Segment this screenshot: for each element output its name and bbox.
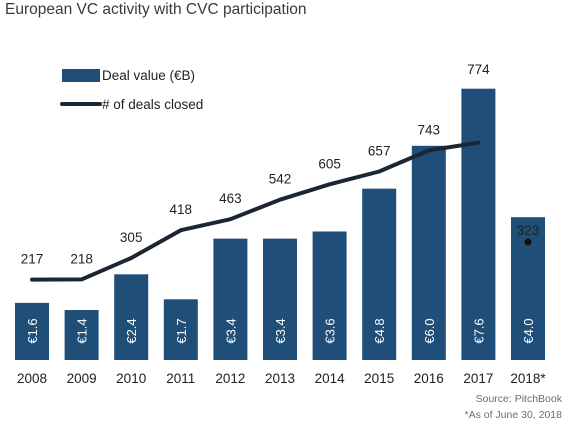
deal-count-label: 605: [318, 156, 341, 171]
line-series: 217 218 305 418 463 542 605 657 743 774 323: [21, 62, 540, 282]
deal-count-label: 323: [517, 223, 540, 238]
category-label: 2018*: [510, 371, 546, 386]
footnote: *As of June 30, 2018: [465, 409, 563, 421]
bar-2017: [461, 88, 496, 361]
bar-series: €1.6 €1.4 €2.4 €1.7 €3.4 €3.4 €3.6 €4.8 €6.0 €7.6…: [15, 88, 545, 361]
category-label: 2011: [166, 371, 195, 386]
category-label: 2008: [17, 371, 47, 386]
deal-count-label: 542: [269, 172, 292, 187]
bar-label: €1.6: [25, 318, 40, 343]
bar-2014: [312, 231, 347, 360]
deal-count-label: 218: [70, 251, 93, 266]
bar-2010: [114, 274, 149, 360]
bar-label: €7.6: [471, 318, 486, 343]
bar-label: €3.6: [323, 318, 338, 343]
category-label: 2009: [67, 371, 97, 386]
category-label: 2017: [463, 371, 493, 386]
bar-2008: [15, 302, 49, 360]
category-label: 2013: [265, 371, 295, 386]
category-axis: 2008 2009 2010 2011 2012 2013 2014 2015 2016 2017…: [17, 371, 546, 386]
deal-count-label: 305: [120, 230, 143, 245]
deal-count-label: 743: [418, 122, 441, 137]
bar-label: €3.4: [273, 318, 288, 343]
bar-label: €1.7: [174, 318, 189, 343]
category-label: 2010: [116, 371, 146, 386]
deal-count-label: 657: [368, 143, 391, 158]
bar-2012: [213, 238, 248, 360]
deal-count-label: 774: [467, 62, 490, 77]
bar-label: €4.8: [372, 318, 387, 343]
deal-count-label: 463: [219, 191, 242, 206]
category-label: 2014: [315, 371, 346, 386]
legend-bar-label: Deal value (€B): [102, 68, 195, 83]
deals-line: [30, 140, 481, 282]
bar-label: €3.4: [223, 318, 238, 343]
bar-label: €6.0: [422, 318, 437, 343]
legend-line-label: # of deals closed: [102, 97, 203, 112]
bar-label: €2.4: [124, 318, 139, 343]
legend: Deal value (€B) # of deals closed: [60, 68, 203, 112]
bar-2009: [64, 310, 99, 360]
category-label: 2016: [414, 371, 444, 386]
category-label: 2012: [215, 371, 245, 386]
deal-count-label: 418: [170, 202, 193, 217]
bar-label: €1.4: [75, 318, 90, 343]
deal-count-point-2018: [524, 238, 532, 246]
bar-2011: [163, 299, 198, 360]
bar-2015: [362, 188, 397, 360]
source-note: Source: PitchBook: [476, 393, 563, 405]
bar-label: €4.0: [521, 318, 536, 343]
category-label: 2015: [364, 371, 394, 386]
bar-2016: [411, 145, 446, 360]
deal-count-label: 217: [21, 252, 44, 267]
chart-title: European VC activity with CVC participat…: [5, 1, 307, 18]
legend-bar-swatch: [62, 69, 100, 82]
bar-2013: [263, 238, 297, 360]
